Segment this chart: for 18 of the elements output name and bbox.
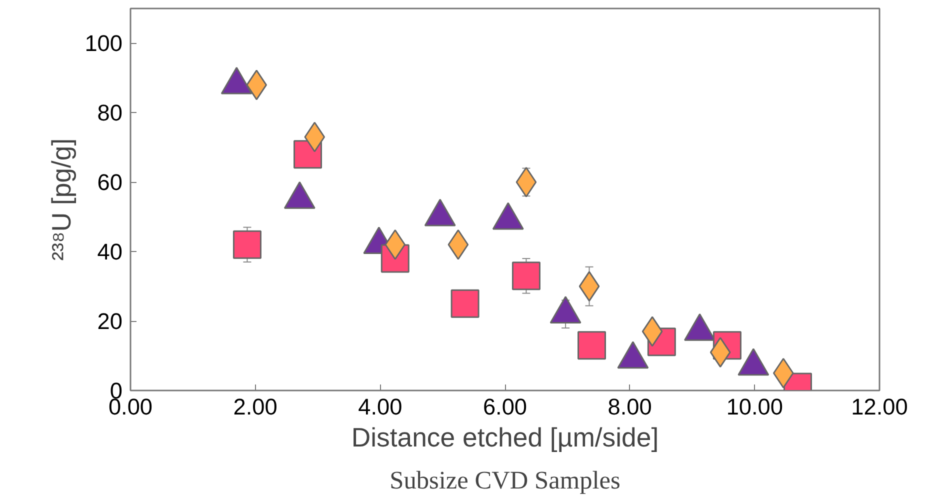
x-tick-label: 12.00: [851, 394, 908, 420]
x-axis-title: Distance etched [µm/side]: [351, 422, 659, 452]
y-tick-label: 60: [97, 169, 122, 196]
x-tick-label: 6.00: [482, 394, 528, 420]
x-tick-label: 8.00: [608, 394, 652, 420]
text: Subsize CVD Samples: [390, 466, 620, 494]
y-tick-label: 100: [84, 30, 123, 56]
y-axis-title: ²³⁸U [pg/g]: [46, 138, 77, 261]
point: [578, 331, 606, 360]
x-tick-label: 4.00: [358, 394, 402, 420]
point: [450, 289, 480, 318]
x-tick-label: 2.00: [233, 394, 278, 420]
y-tick-label: 40: [97, 238, 122, 265]
point: [512, 262, 540, 290]
point: [232, 230, 262, 259]
y-tick-label: 80: [97, 100, 122, 126]
x-tick-label: 10.00: [726, 394, 784, 420]
y-tick-label: 20: [97, 308, 122, 334]
